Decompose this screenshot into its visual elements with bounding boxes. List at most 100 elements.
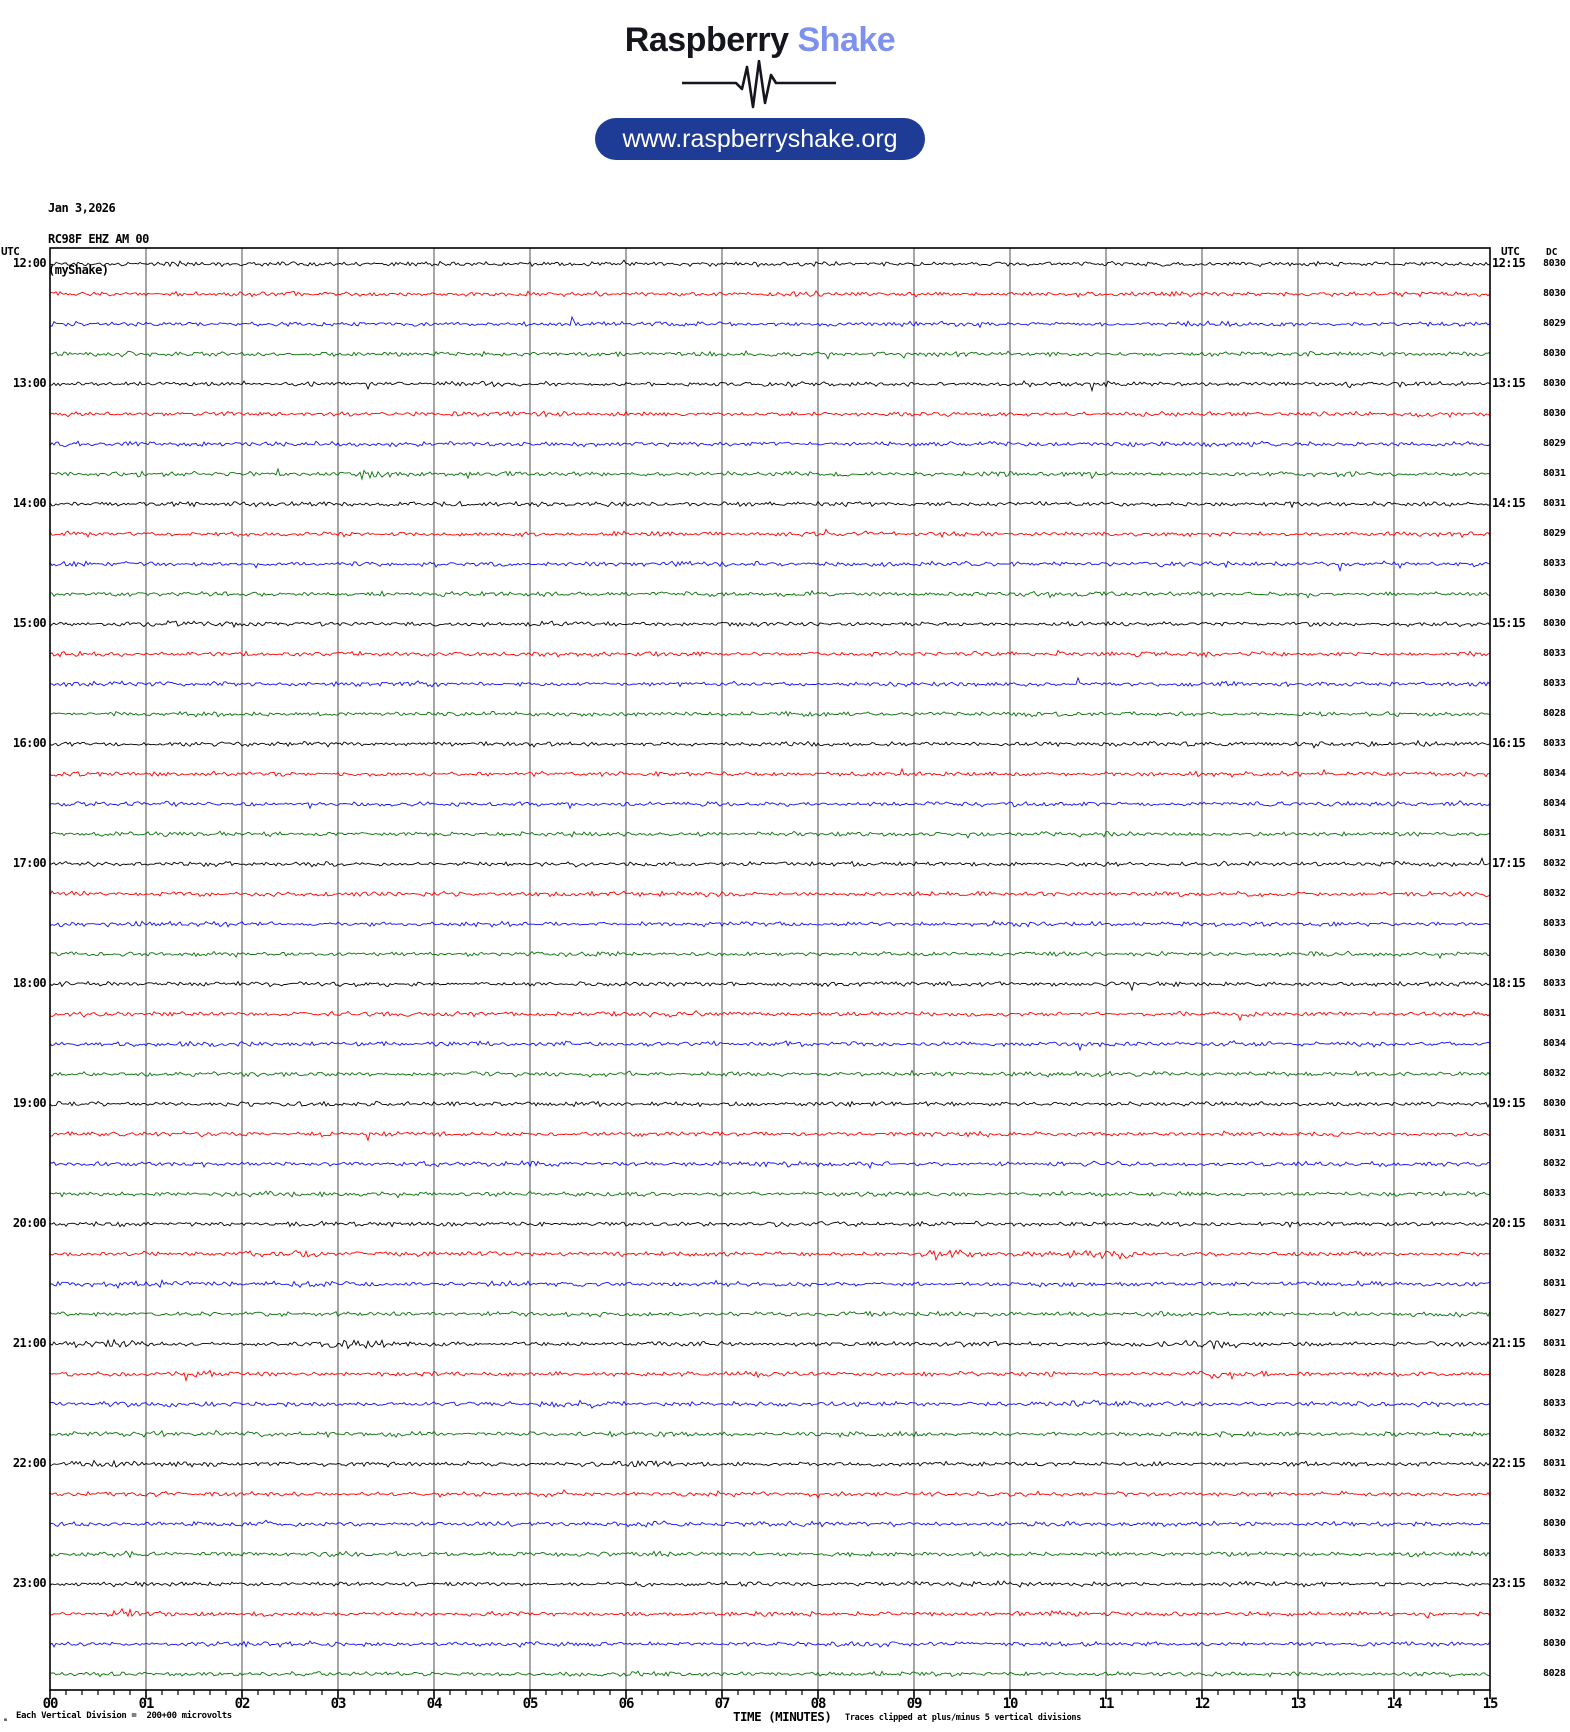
seismogram-trace [49,1310,1491,1318]
seismogram-trace [49,315,1491,329]
dc-offset-value: 8031 [1543,828,1566,839]
x-axis-tick-label: 13 [1290,1696,1307,1712]
x-axis-tick-label: 06 [618,1696,635,1712]
dc-offset-value: 8032 [1543,1488,1566,1499]
seismogram-trace [49,800,1491,810]
dc-offset-value: 8030 [1543,618,1566,629]
seismogram-trace [49,1459,1491,1468]
x-axis-title: TIME (MINUTES) [733,1709,832,1724]
seismogram-trace [49,1489,1491,1499]
left-time-label: 12:00 [12,256,47,270]
seismogram-trace [49,649,1491,659]
x-axis-tick-label: 14 [1386,1696,1403,1712]
dc-offset-value: 8033 [1543,918,1566,929]
x-axis-tick-label: 11 [1098,1696,1115,1712]
left-time-label: 14:00 [12,496,47,510]
dc-offset-value: 8028 [1543,1368,1566,1379]
dc-offset-value: 8030 [1543,588,1566,599]
dc-offset-value: 8029 [1543,318,1566,329]
dc-offset-value: 8029 [1543,438,1566,449]
left-time-label: 21:00 [12,1336,47,1350]
dc-offset-value: 8029 [1543,528,1566,539]
seismogram-trace [49,1220,1491,1229]
dc-offset-value: 8033 [1543,1398,1566,1409]
right-time-label: 19:15 [1492,1096,1526,1110]
seismogram-trace [49,1429,1491,1439]
dc-offset-value: 8027 [1543,1308,1566,1319]
dc-offset-value: 8028 [1543,1668,1566,1679]
dc-offset-value: 8031 [1543,468,1566,479]
left-time-label: 15:00 [12,616,47,630]
right-time-label: 18:15 [1492,976,1526,990]
seismogram-trace [49,560,1491,573]
website-link[interactable]: www.raspberryshake.org [595,118,925,160]
site-header: Raspberry Shake www.raspberryshake.org [0,0,1520,160]
dc-offset-value: 8031 [1543,1458,1566,1469]
right-time-label: 15:15 [1492,616,1526,630]
dc-offset-value: 8030 [1543,1098,1566,1109]
dc-offset-value: 8034 [1543,768,1566,779]
x-axis-tick-label: 03 [330,1696,347,1712]
dc-offset-value: 8032 [1543,858,1566,869]
seismogram-trace [49,710,1491,718]
dc-offset-value: 8033 [1543,738,1566,749]
dc-offset-value: 8034 [1543,798,1566,809]
dc-offset-value: 8031 [1543,1338,1566,1349]
vertical-division-note: Each Vertical Division = 200+00 microvol… [16,1711,232,1721]
right-time-label: 20:15 [1492,1216,1526,1230]
dc-offset-value: 8032 [1543,1578,1566,1589]
seismogram-trace [49,1670,1491,1678]
dc-offset-value: 8031 [1543,498,1566,509]
right-time-label: 23:15 [1492,1576,1526,1590]
dc-offset-value: 8028 [1543,708,1566,719]
seismogram-trace [50,1130,1491,1142]
station-id: RC98F EHZ AM 00 [48,232,149,246]
dc-offset-value: 8030 [1543,1638,1566,1649]
right-time-label: 14:15 [1492,496,1526,510]
seismic-wave-icon [682,60,836,109]
seismogram-trace [49,1580,1491,1588]
seismogram-trace [49,890,1491,898]
stray-glyph: ₘ [3,1714,8,1723]
seismogram-trace [49,467,1491,481]
seismogram-trace [49,528,1491,539]
dc-offset-value: 8030 [1543,948,1566,959]
seismogram-trace [49,980,1491,992]
seismogram-trace [49,1519,1491,1528]
seismogram-trace [49,1069,1491,1078]
x-axis-tick-label: 09 [906,1696,923,1712]
right-time-label: 16:15 [1492,736,1526,750]
dc-offset-value: 8031 [1543,1128,1566,1139]
left-time-label: 23:00 [12,1576,47,1590]
seismogram-trace [49,1100,1491,1108]
left-time-label: 22:00 [12,1456,47,1470]
seismogram-trace [49,1010,1491,1022]
x-axis-tick-label: 02 [234,1696,251,1712]
seismogram-trace [49,1338,1491,1351]
seismogram-trace [49,619,1491,629]
left-time-label: 17:00 [12,856,47,870]
utc-header-right: UTC [1501,245,1520,258]
dc-offset-value: 8033 [1543,648,1566,659]
right-time-label: 22:15 [1492,1456,1526,1470]
seismogram-trace [49,1249,1491,1262]
dc-offset-value: 8030 [1543,348,1566,359]
left-time-label: 13:00 [12,376,47,390]
station-network: (myShake) [48,263,109,277]
x-axis-tick-label: 12 [1194,1696,1211,1712]
seismogram-trace [49,440,1491,448]
dc-offset-value: 8032 [1543,1248,1566,1259]
x-axis-tick-label: 15 [1482,1696,1499,1712]
seismogram-trace [49,1607,1491,1619]
station-info: Jan 3,2026 RC98F EHZ AM 00 (myShake) [48,201,149,279]
seismogram-trace [49,410,1491,419]
dc-offset-value: 8033 [1543,558,1566,569]
seismogram-trace [49,1040,1491,1052]
dc-offset-value: 8032 [1543,1608,1566,1619]
seismogram-trace [49,767,1491,778]
x-axis-tick-label: 07 [714,1696,731,1712]
x-axis-tick-label: 08 [810,1696,827,1712]
dc-offset-value: 8030 [1543,258,1566,269]
station-date: Jan 3,2026 [48,201,116,215]
